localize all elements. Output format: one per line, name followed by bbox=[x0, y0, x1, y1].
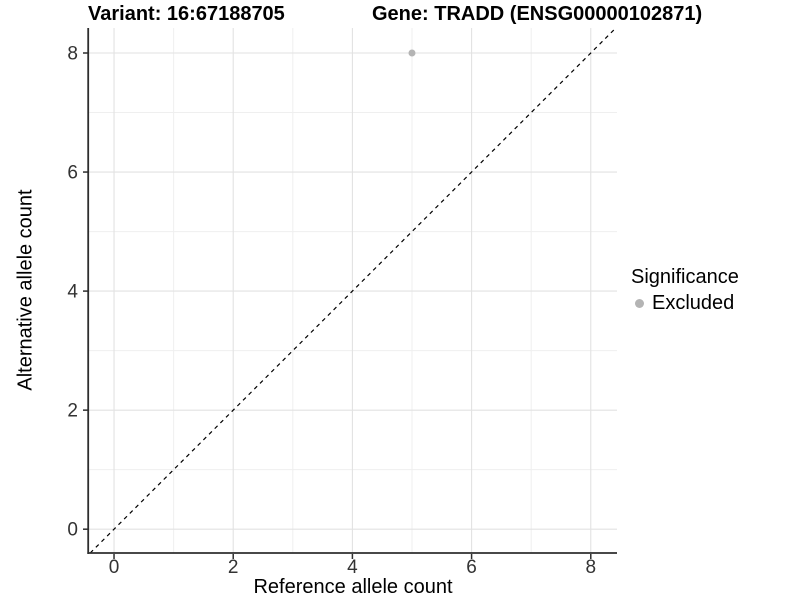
variant-title: Variant: 16:67188705 bbox=[88, 3, 285, 25]
gene-title: Gene: TRADD (ENSG00000102871) bbox=[372, 3, 703, 25]
y-tick-label: 4 bbox=[67, 282, 78, 303]
x-tick-label: 2 bbox=[228, 557, 239, 578]
x-axis-title: Reference allele count bbox=[253, 576, 453, 598]
x-tick-label: 4 bbox=[347, 557, 358, 578]
legend-item: Excluded bbox=[630, 292, 739, 314]
legend-title: Significance bbox=[631, 266, 739, 288]
excluded-point-icon bbox=[635, 298, 644, 308]
y-tick-label: 2 bbox=[67, 401, 78, 422]
identity-line bbox=[89, 27, 617, 554]
x-tick-label: 6 bbox=[466, 557, 477, 578]
y-axis-title: Alternative allele count bbox=[14, 189, 37, 391]
data-point bbox=[408, 49, 416, 57]
x-tick-label: 8 bbox=[585, 557, 596, 578]
y-tick-label: 0 bbox=[67, 520, 78, 541]
y-tick-label: 8 bbox=[67, 44, 78, 65]
y-tick-label: 6 bbox=[67, 163, 78, 184]
x-tick-label: 0 bbox=[109, 557, 120, 578]
legend: Significance Excluded bbox=[630, 266, 739, 314]
legend-item-label: Excluded bbox=[652, 291, 735, 314]
